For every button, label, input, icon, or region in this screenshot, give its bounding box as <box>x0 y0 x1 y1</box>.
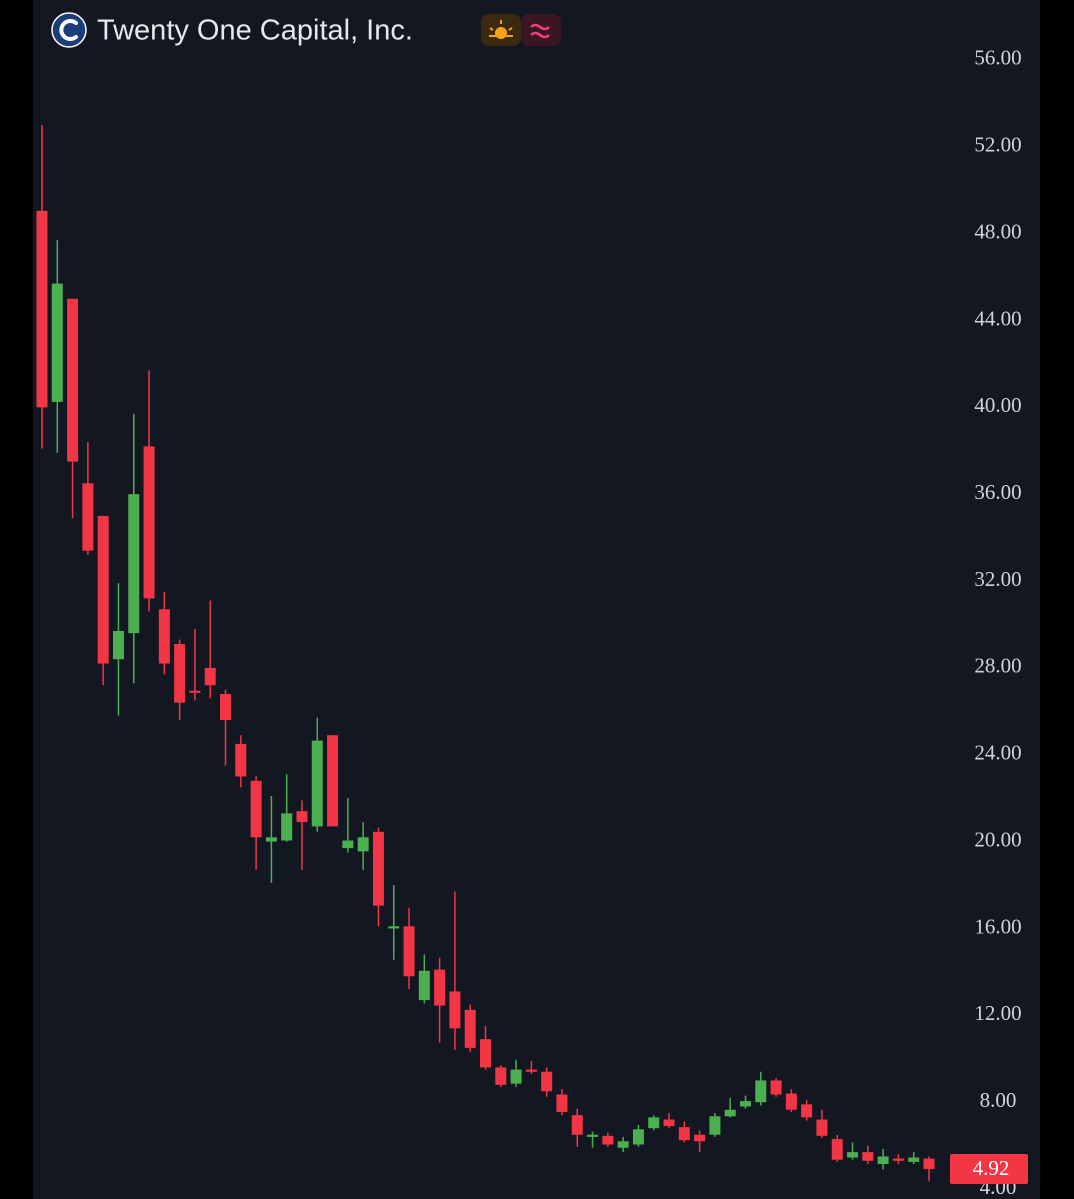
candle-body <box>82 483 94 551</box>
candle-body <box>434 969 446 1006</box>
candle-body <box>449 991 461 1029</box>
candle-body <box>403 926 415 977</box>
candle-body <box>174 644 186 703</box>
candle-body <box>632 1129 644 1145</box>
candle-body <box>801 1104 813 1118</box>
candle-body <box>862 1152 874 1161</box>
candle-body <box>816 1119 828 1136</box>
chart-title: Twenty One Capital, Inc. <box>97 15 413 47</box>
candle-body <box>785 1093 797 1110</box>
candle-body <box>694 1134 706 1142</box>
candle-body <box>770 1080 782 1095</box>
candle-body <box>265 837 277 842</box>
candle-body <box>250 780 262 838</box>
candle-body <box>525 1069 537 1072</box>
last-price-box <box>950 1154 1028 1185</box>
candle-body <box>510 1069 522 1084</box>
candle-body <box>388 926 400 929</box>
candle-body <box>67 298 79 462</box>
candle-body <box>372 831 384 906</box>
y-tick-label: 12.00 <box>974 1001 1021 1025</box>
y-tick-label: 36.00 <box>974 480 1021 504</box>
candle-body <box>464 1009 476 1048</box>
candle-body <box>556 1094 568 1112</box>
y-tick-label: 8.00 <box>980 1088 1017 1112</box>
candle-body <box>220 693 232 721</box>
candle-body <box>158 609 170 664</box>
candle-body <box>923 1158 935 1170</box>
candle-body <box>709 1116 721 1135</box>
candle-body <box>877 1156 889 1165</box>
candle-body <box>235 743 247 777</box>
candle-body <box>36 210 48 408</box>
candle-body <box>663 1119 675 1127</box>
candle-body <box>51 283 63 402</box>
candle-body <box>587 1134 599 1137</box>
candle-body <box>892 1158 904 1161</box>
candle-body <box>112 630 124 660</box>
y-tick-label: 48.00 <box>974 219 1021 243</box>
candle-body <box>847 1152 859 1158</box>
logo-mark <box>59 19 78 41</box>
y-tick-label: 52.00 <box>974 133 1021 157</box>
candle-body <box>480 1039 491 1068</box>
sun <box>495 27 507 39</box>
candle-body <box>571 1115 583 1135</box>
wave-icon <box>521 14 561 46</box>
candle-body <box>908 1157 920 1162</box>
last-price: 4.92 <box>950 1154 1028 1185</box>
candle-body <box>755 1080 767 1103</box>
y-tick-label: 44.00 <box>974 306 1021 330</box>
y-tick-label: 24.00 <box>974 741 1021 765</box>
candle-body <box>495 1067 507 1085</box>
candle-body <box>204 667 216 686</box>
sun-rays <box>489 20 513 37</box>
candle-body <box>648 1117 660 1129</box>
y-tick-label: 28.00 <box>974 654 1021 678</box>
candle-body <box>143 446 155 599</box>
candle-body <box>678 1127 690 1141</box>
candle-body <box>739 1101 751 1107</box>
candle-body <box>327 735 339 827</box>
candle-body <box>357 837 369 852</box>
candle-body <box>418 970 430 1001</box>
y-tick-label: 20.00 <box>974 827 1021 851</box>
waves <box>530 23 550 39</box>
candle-body <box>724 1109 736 1117</box>
candle-body <box>831 1139 843 1160</box>
candle-body <box>541 1071 553 1092</box>
y-tick-label: 40.00 <box>974 393 1021 417</box>
chart-panel <box>33 0 1040 1199</box>
y-tick-label: 16.00 <box>974 914 1021 938</box>
candle-body <box>311 740 323 827</box>
candle-body <box>296 811 308 823</box>
candle-body <box>342 840 354 849</box>
y-tick-label: 32.00 <box>974 567 1021 591</box>
y-tick-label: 56.00 <box>974 46 1021 70</box>
candle-body <box>97 515 109 664</box>
candle-body <box>602 1135 614 1145</box>
last-price-label: 4.92 <box>973 1156 1010 1180</box>
header: Twenty One Capital, Inc. <box>51 12 561 48</box>
candle-body <box>617 1141 629 1148</box>
candle-body <box>281 813 293 841</box>
candle-body <box>128 494 140 634</box>
candles <box>36 125 935 1182</box>
candle-body <box>189 690 201 693</box>
logo <box>51 12 87 48</box>
